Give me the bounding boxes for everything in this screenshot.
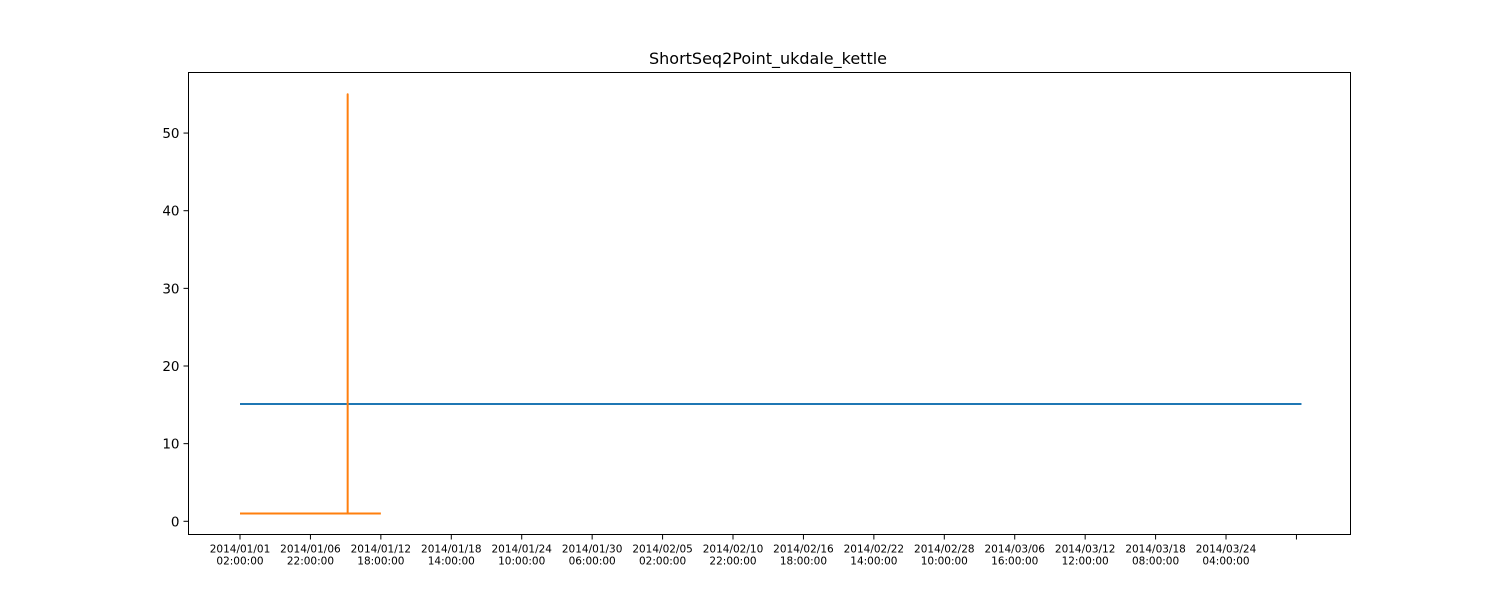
series-line-1 bbox=[240, 93, 381, 515]
y-tick-label-0: 0 bbox=[171, 514, 180, 530]
y-tick-label-1: 10 bbox=[162, 437, 179, 453]
x-tick-label-12: 2014/03/12 12:00:00 bbox=[1055, 544, 1116, 568]
chart-title: ShortSeq2Point_ukdale_kettle bbox=[649, 49, 887, 69]
y-tick-label-2: 20 bbox=[162, 359, 179, 375]
y-axis: 0 10 20 30 40 50 bbox=[162, 126, 189, 530]
x-tick-label-2: 2014/01/12 18:00:00 bbox=[351, 544, 412, 568]
series-layer bbox=[240, 93, 1302, 515]
x-tick-label-3: 2014/01/18 14:00:00 bbox=[421, 544, 482, 568]
y-tick-label-4: 40 bbox=[162, 204, 179, 220]
x-tick-label-9: 2014/02/22 14:00:00 bbox=[844, 544, 905, 568]
x-tick-label-0: 2014/01/01 02:00:00 bbox=[210, 544, 271, 568]
x-tick-label-8: 2014/02/16 18:00:00 bbox=[773, 544, 834, 568]
x-tick-label-1: 2014/01/06 22:00:00 bbox=[280, 544, 341, 568]
x-tick-label-5: 2014/01/30 06:00:00 bbox=[562, 544, 623, 568]
x-tick-label-4: 2014/01/24 10:00:00 bbox=[491, 544, 552, 568]
x-axis: 2014/01/01 02:00:00 2014/01/06 22:00:00 2014… bbox=[210, 534, 1297, 568]
x-tick-label-11: 2014/03/06 16:00:00 bbox=[984, 544, 1045, 568]
x-tick-label-14: 2014/03/24 04:00:00 bbox=[1196, 544, 1257, 568]
x-tick-label-10: 2014/02/28 10:00:00 bbox=[914, 544, 975, 568]
plot-frame bbox=[188, 72, 1351, 535]
y-tick-label-5: 50 bbox=[162, 126, 179, 142]
y-tick-label-3: 30 bbox=[162, 281, 179, 297]
x-tick-label-6: 2014/02/05 02:00:00 bbox=[632, 544, 693, 568]
x-tick-label-13: 2014/03/18 08:00:00 bbox=[1125, 544, 1186, 568]
x-tick-label-7: 2014/02/10 22:00:00 bbox=[703, 544, 764, 568]
